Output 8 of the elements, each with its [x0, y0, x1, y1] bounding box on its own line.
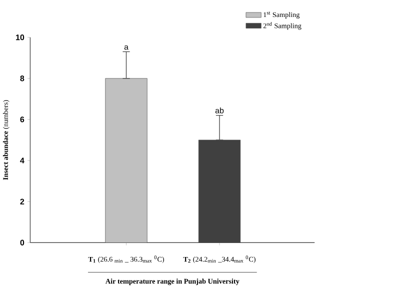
y-tick-label: 8 — [20, 76, 24, 82]
annotation: ab — [215, 108, 224, 114]
annotation: a — [124, 45, 128, 50]
y-tick-label: 10 — [16, 34, 24, 40]
y-tick-label: 4 — [20, 158, 24, 164]
y-tick-label: 0 — [20, 240, 24, 246]
y-tick-label: 6 — [20, 116, 24, 122]
y-tick-label: 2 — [20, 198, 24, 204]
